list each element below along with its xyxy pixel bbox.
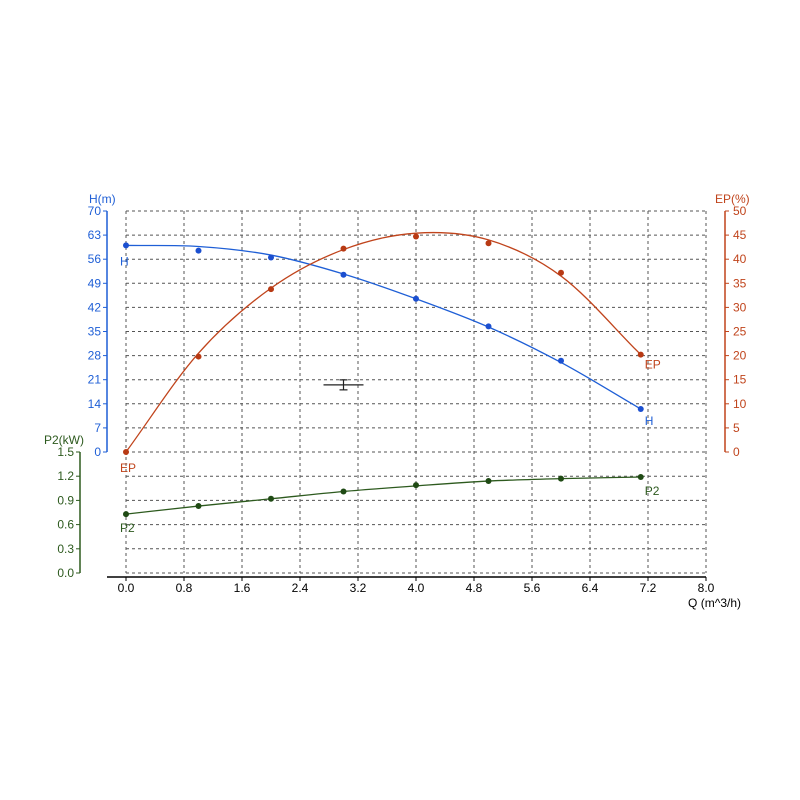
ep-tick-label: 45 [733, 228, 747, 242]
p2-data-point [123, 511, 129, 518]
ep-tick-label: 15 [733, 373, 747, 387]
x-tick-label: 6.4 [582, 581, 599, 595]
p2-data-point [413, 482, 419, 489]
h-series-label: H [120, 254, 129, 268]
p2-tick-label: 1.5 [57, 445, 74, 459]
h-axis-label: H(m) [89, 192, 116, 206]
h-series-label: H [645, 414, 654, 428]
p2-tick-label: 0.9 [57, 493, 74, 507]
series-labels: H H EP EP P2 P2 [120, 254, 661, 535]
axes: 0.0 0.8 1.6 2.4 3.2 4.0 4.8 5.6 6.4 7.2 8.0Q (m^3/… [44, 192, 750, 610]
ep-tick-label: 0 [733, 445, 740, 459]
p2-data-point [340, 488, 347, 495]
p2-data-point [268, 495, 274, 502]
h-tick-label: 14 [88, 397, 102, 411]
ep-tick-label: 35 [733, 276, 747, 290]
p2-series-label: P2 [120, 521, 135, 535]
p2-data-point [485, 478, 492, 485]
curves [125, 231, 642, 515]
p2-tick-label: 0.6 [57, 518, 74, 532]
p2-axis-label: P2(kW) [44, 433, 84, 447]
p2-curve [125, 476, 641, 515]
h-data-point [558, 357, 564, 364]
x-tick-label: 4.8 [466, 581, 483, 595]
ep-tick-label: 50 [733, 204, 747, 218]
ep-data-point [268, 286, 274, 293]
x-tick-label: 8.0 [698, 581, 715, 595]
ep-tick-label: 20 [733, 349, 747, 363]
x-tick-label: 2.4 [292, 581, 309, 595]
p2-data-point [558, 475, 564, 482]
ep-tick-label: 5 [733, 421, 740, 435]
data-points [123, 233, 644, 518]
h-data-point [637, 405, 644, 412]
p2-tick-label: 1.2 [57, 469, 74, 483]
x-tick-label: 5.6 [524, 581, 541, 595]
ep-data-point [413, 233, 419, 240]
ep-data-point [195, 353, 202, 360]
x-tick-label: 0.8 [176, 581, 193, 595]
grid [125, 210, 707, 574]
ep-data-point [637, 351, 644, 358]
x-tick-label: 3.2 [350, 581, 367, 595]
h-data-point [485, 323, 492, 330]
ep-tick-label: 10 [733, 397, 747, 411]
x-axis-label: Q (m^3/h) [688, 596, 741, 610]
h-data-point [340, 271, 347, 278]
ep-series-label: EP [120, 461, 136, 475]
h-tick-label: 28 [88, 349, 102, 363]
p2-tick-label: 0.3 [57, 542, 74, 556]
h-tick-label: 49 [88, 276, 102, 290]
ep-data-point [123, 449, 129, 455]
x-tick-label: 1.6 [234, 581, 251, 595]
ep-data-point [485, 240, 492, 247]
p2-data-point [195, 503, 202, 510]
h-tick-label: 42 [88, 300, 102, 314]
h-tick-label: 0 [94, 445, 101, 459]
ep-tick-label: 30 [733, 300, 747, 314]
ep-curve [125, 231, 642, 453]
p2-data-point [637, 474, 644, 481]
h-data-point [268, 254, 274, 261]
h-tick-label: 21 [88, 373, 102, 387]
ep-data-point [340, 245, 347, 252]
h-data-point [413, 295, 419, 302]
h-data-point [123, 242, 129, 249]
h-tick-label: 35 [88, 325, 102, 339]
x-tick-label: 4.0 [408, 581, 425, 595]
h-tick-label: 7 [94, 421, 101, 435]
h-tick-label: 63 [88, 228, 102, 242]
ep-tick-label: 40 [733, 252, 747, 266]
h-data-point [195, 247, 202, 254]
duty-point-marker [323, 379, 364, 391]
h-tick-label: 70 [88, 204, 102, 218]
p2-tick-label: 0.0 [57, 566, 74, 580]
ep-series-label: EP [645, 358, 661, 372]
p2-series-label: P2 [645, 484, 660, 498]
ep-axis-label: EP(%) [715, 192, 750, 206]
ep-data-point [558, 269, 564, 276]
ep-tick-label: 25 [733, 325, 747, 339]
h-tick-label: 56 [88, 252, 102, 266]
h-curve [125, 244, 642, 410]
x-tick-label: 0.0 [118, 581, 135, 595]
x-tick-label: 7.2 [640, 581, 657, 595]
